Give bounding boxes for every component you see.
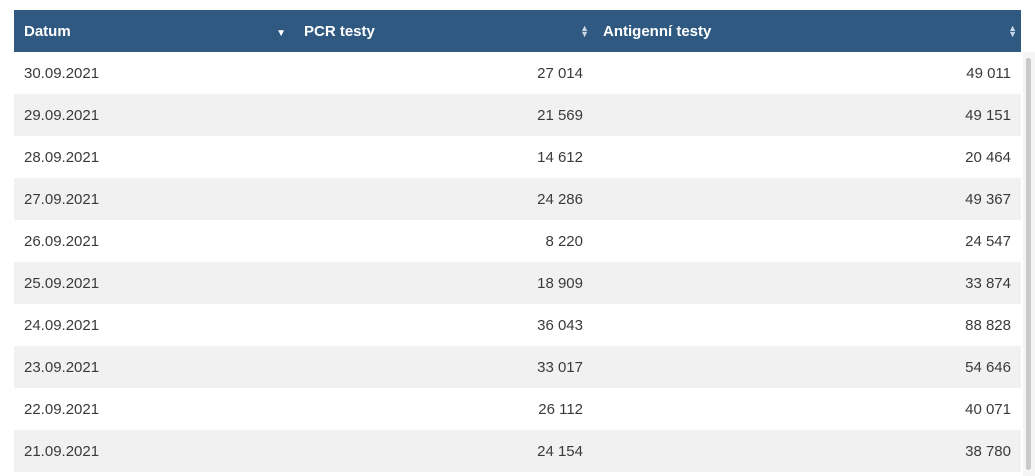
tests-table: Datum ▼ PCR testy ▲ ▼ Antigenní testy ▲ ▼ … <box>14 10 1021 472</box>
cell-antigen: 49 151 <box>965 106 1011 124</box>
table-row: 24.09.2021 36 043 88 828 <box>14 304 1021 346</box>
cell-pcr: 27 014 <box>537 64 583 82</box>
cell-antigen: 24 547 <box>965 232 1011 250</box>
cell-antigen: 88 828 <box>965 316 1011 334</box>
cell-antigen: 33 874 <box>965 274 1011 292</box>
cell-antigen: 38 780 <box>965 442 1011 460</box>
scrollbar-thumb[interactable] <box>1026 58 1031 470</box>
table-row: 21.09.2021 24 154 38 780 <box>14 430 1021 472</box>
cell-antigen: 49 011 <box>966 64 1011 82</box>
cell-pcr: 24 154 <box>537 442 583 460</box>
cell-antigen: 49 367 <box>965 190 1011 208</box>
table-row: 30.09.2021 27 014 49 011 <box>14 52 1021 94</box>
cell-pcr: 21 569 <box>537 106 583 124</box>
cell-date: 25.09.2021 <box>24 274 100 292</box>
cell-pcr: 36 043 <box>537 316 583 334</box>
cell-date: 24.09.2021 <box>24 316 100 334</box>
column-header-label: Datum <box>24 22 71 40</box>
sort-both-icon[interactable]: ▲ ▼ <box>1008 23 1017 39</box>
column-header-datum[interactable]: Datum ▼ <box>14 10 294 52</box>
sort-descending-icon[interactable]: ▼ <box>276 28 286 39</box>
table-row: 25.09.2021 18 909 33 874 <box>14 262 1021 304</box>
cell-antigen: 54 646 <box>965 358 1011 376</box>
cell-date: 22.09.2021 <box>24 400 100 418</box>
cell-date: 27.09.2021 <box>24 190 100 208</box>
table-body: 30.09.2021 27 014 49 011 29.09.2021 21 5… <box>14 52 1021 472</box>
table-row: 23.09.2021 33 017 54 646 <box>14 346 1021 388</box>
cell-date: 21.09.2021 <box>24 442 100 460</box>
cell-antigen: 20 464 <box>965 148 1011 166</box>
vertical-scrollbar[interactable] <box>1023 52 1035 476</box>
column-header-label: Antigenní testy <box>603 22 712 40</box>
cell-date: 28.09.2021 <box>24 148 100 166</box>
cell-pcr: 24 286 <box>537 190 583 208</box>
table-row: 27.09.2021 24 286 49 367 <box>14 178 1021 220</box>
table-row: 28.09.2021 14 612 20 464 <box>14 136 1021 178</box>
column-header-antigen[interactable]: Antigenní testy ▲ ▼ <box>593 10 1021 52</box>
column-header-pcr[interactable]: PCR testy ▲ ▼ <box>294 10 593 52</box>
header-row: Datum ▼ PCR testy ▲ ▼ Antigenní testy ▲ ▼ <box>14 10 1021 52</box>
cell-pcr: 14 612 <box>537 148 583 166</box>
table-header: Datum ▼ PCR testy ▲ ▼ Antigenní testy ▲ ▼ <box>14 10 1021 52</box>
table-row: 26.09.2021 8 220 24 547 <box>14 220 1021 262</box>
cell-antigen: 40 071 <box>965 400 1011 418</box>
cell-date: 29.09.2021 <box>24 106 100 124</box>
cell-date: 26.09.2021 <box>24 232 100 250</box>
cell-pcr: 8 220 <box>545 232 583 250</box>
cell-pcr: 18 909 <box>537 274 583 292</box>
column-header-label: PCR testy <box>304 22 375 40</box>
cell-pcr: 26 112 <box>538 400 583 418</box>
cell-pcr: 33 017 <box>537 358 583 376</box>
cell-date: 30.09.2021 <box>24 64 100 82</box>
table-row: 29.09.2021 21 569 49 151 <box>14 94 1021 136</box>
table-row: 22.09.2021 26 112 40 071 <box>14 388 1021 430</box>
cell-date: 23.09.2021 <box>24 358 100 376</box>
sort-both-icon[interactable]: ▲ ▼ <box>580 23 589 39</box>
data-table-container: Datum ▼ PCR testy ▲ ▼ Antigenní testy ▲ ▼ … <box>14 10 1021 472</box>
